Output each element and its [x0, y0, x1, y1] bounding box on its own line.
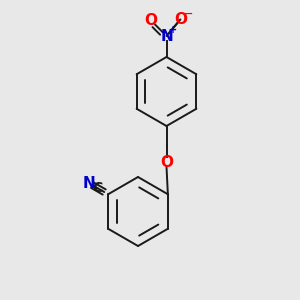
Text: −: − [184, 9, 194, 19]
Text: O: O [174, 12, 187, 27]
Text: C: C [92, 181, 103, 195]
Text: N: N [82, 176, 95, 190]
Text: +: + [169, 25, 177, 35]
Text: O: O [160, 154, 173, 169]
Text: N: N [160, 28, 173, 44]
Text: O: O [145, 13, 158, 28]
